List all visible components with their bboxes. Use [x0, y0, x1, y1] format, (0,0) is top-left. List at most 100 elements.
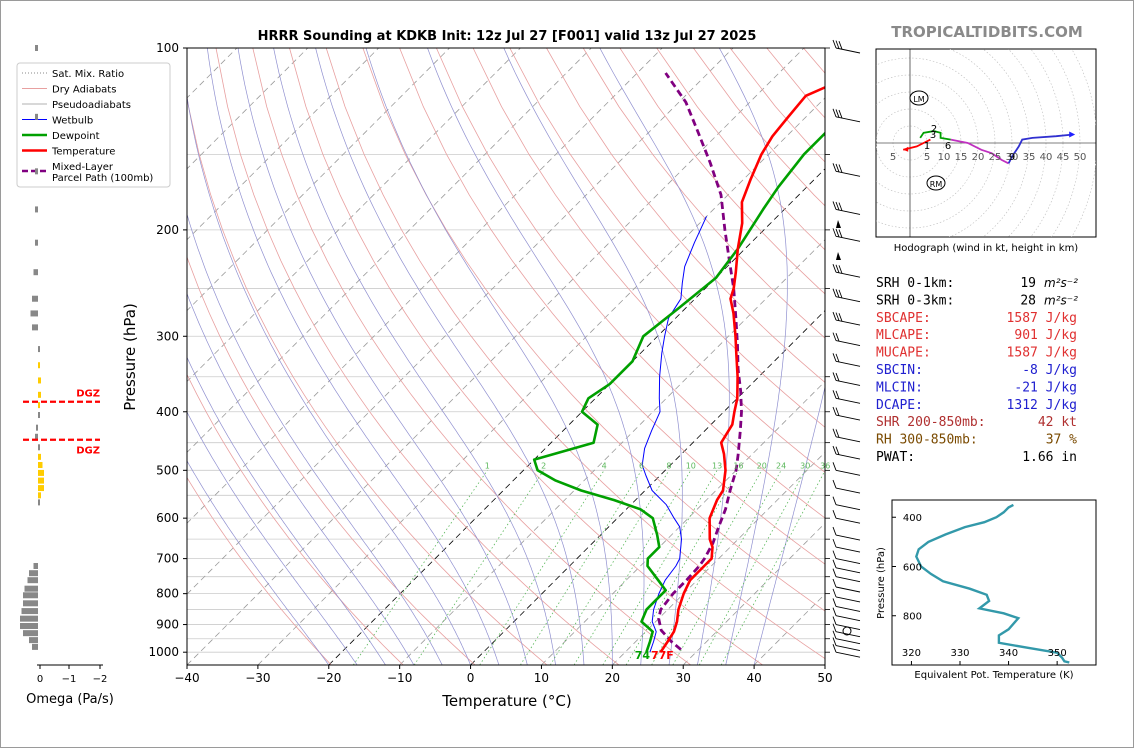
wind-barb-flag — [832, 526, 837, 536]
x-tick-label: 20 — [605, 671, 620, 685]
wind-barb-staff — [835, 651, 861, 658]
pseudoadiabat-line — [365, 48, 613, 665]
wind-barb-flag — [838, 109, 843, 119]
wind-barb-flag — [835, 289, 840, 298]
pseudoadiabat-line — [273, 48, 556, 665]
wind-barb — [832, 228, 861, 242]
wind-barb-staff — [835, 504, 861, 511]
wind-barb-staff — [835, 414, 861, 421]
legend-label: Pseudoadiabats — [52, 100, 131, 111]
index-value: 37 % — [1046, 433, 1077, 448]
wind-barb — [832, 462, 861, 476]
wind-barb-flag — [832, 201, 837, 210]
theta-e-ylabel: Pressure (hPa) — [876, 547, 887, 619]
wind-barb-flag — [838, 202, 843, 211]
parcel-profile-line — [657, 72, 743, 651]
mixing-ratio-line — [573, 470, 692, 665]
hodograph-caption: Hodograph (wind in kt, height in km) — [894, 243, 1079, 254]
wind-barb-flag — [832, 644, 837, 653]
mixing-ratio-label: 2 — [541, 461, 546, 470]
pseudoadiabat-line — [187, 460, 330, 665]
omega-bar — [38, 462, 43, 469]
omega-bar — [35, 239, 38, 246]
legend-label: Dewpoint — [52, 131, 100, 142]
omega-bar — [38, 492, 41, 499]
wind-barb-flag — [835, 407, 840, 416]
wind-barb-flag — [838, 265, 843, 274]
omega-bar — [21, 608, 38, 615]
index-label: SRH 0-1km: — [876, 276, 954, 291]
theta-x-tick-label: 350 — [1048, 648, 1067, 659]
omega-tick-label: −1 — [62, 674, 77, 685]
theta-y-tick-label: 600 — [903, 562, 922, 573]
x-tick-label: −10 — [387, 671, 412, 685]
omega-bar — [38, 412, 40, 419]
wind-barb-staff — [835, 586, 861, 593]
dry-adiabat-line — [187, 255, 476, 665]
dry-adiabat-line — [582, 48, 825, 339]
dry-adiabat-line — [289, 48, 763, 665]
hodograph-ring-label: 45 — [1057, 152, 1070, 163]
hodograph-height-label: 6 — [945, 141, 951, 152]
theta-x-tick-label: 330 — [950, 648, 969, 659]
isotherm-line — [612, 451, 825, 665]
mixing-ratio-label: 20 — [757, 461, 767, 470]
wind-barb-staff — [835, 235, 861, 242]
y-tick-label: 200 — [156, 223, 179, 237]
legend-label-line2: Parcel Path (100mb) — [52, 173, 153, 184]
wind-barb-flag — [832, 616, 837, 625]
x-tick-label: 50 — [817, 671, 832, 685]
hodo_0_1-hodograph-segment — [902, 138, 931, 151]
dry-adiabat-line — [509, 48, 825, 428]
wind-barb — [832, 526, 861, 541]
mixing-ratio-label: 10 — [686, 461, 696, 470]
theta-y-tick-label: 800 — [903, 612, 922, 623]
wind-barb — [832, 108, 861, 123]
isotherm-line — [328, 168, 825, 665]
hodograph-height-label: 3 — [930, 130, 936, 141]
wind-barb-flag — [835, 333, 840, 342]
mixing-ratio-label: 8 — [666, 461, 671, 470]
mixing-ratio-line — [352, 470, 488, 665]
wind-barb-flag — [832, 332, 837, 341]
wind-barb-staff — [835, 453, 861, 460]
wind-barb — [832, 559, 861, 574]
temperature-profile-line — [659, 85, 825, 653]
wind-barb-flag — [832, 630, 837, 639]
y-tick-label: 600 — [156, 511, 179, 525]
mixing-ratio-line — [413, 470, 545, 665]
omega-bar — [32, 295, 38, 302]
omega-bar — [23, 600, 38, 607]
wind-barb — [832, 428, 861, 443]
wind-barb — [832, 509, 861, 524]
omega-bar — [38, 499, 40, 506]
omega-bar — [32, 324, 38, 331]
pseudoadiabat-line — [427, 48, 645, 665]
hodograph-height-label: 9 — [1009, 152, 1015, 163]
wind-barb-flag — [832, 496, 837, 505]
wind-barb-flag — [832, 509, 837, 519]
x-tick-label: 10 — [534, 671, 549, 685]
wind-barb-staff — [835, 487, 861, 494]
wind-barb-flag — [832, 578, 837, 588]
wind-barb-flag — [832, 311, 837, 321]
wind-barb-flag — [835, 353, 840, 363]
pseudoadiabat-line — [315, 48, 585, 665]
wind-barb-flag — [832, 428, 837, 437]
omega-bar — [29, 570, 38, 577]
mixing-ratio-line — [651, 470, 763, 665]
x-tick-label: −30 — [245, 671, 270, 685]
wind-barb-flag — [832, 445, 837, 455]
legend-label: Dry Adiabats — [52, 85, 116, 96]
legend-label: Sat. Mix. Ratio — [52, 69, 124, 80]
mixing-ratio-line — [720, 470, 825, 665]
wind-barb-staff — [835, 340, 861, 347]
omega-bar — [33, 562, 38, 569]
theta-x-tick-label: 340 — [999, 648, 1018, 659]
hodograph-ring-label: 25 — [989, 152, 1002, 163]
wind-barb-flag — [835, 201, 840, 211]
hodo_6_9-hodograph-segment — [1007, 133, 1074, 164]
mixing-ratio-line — [479, 470, 605, 665]
index-value: 28 — [1020, 293, 1036, 308]
wind-barb-flag — [835, 429, 840, 438]
